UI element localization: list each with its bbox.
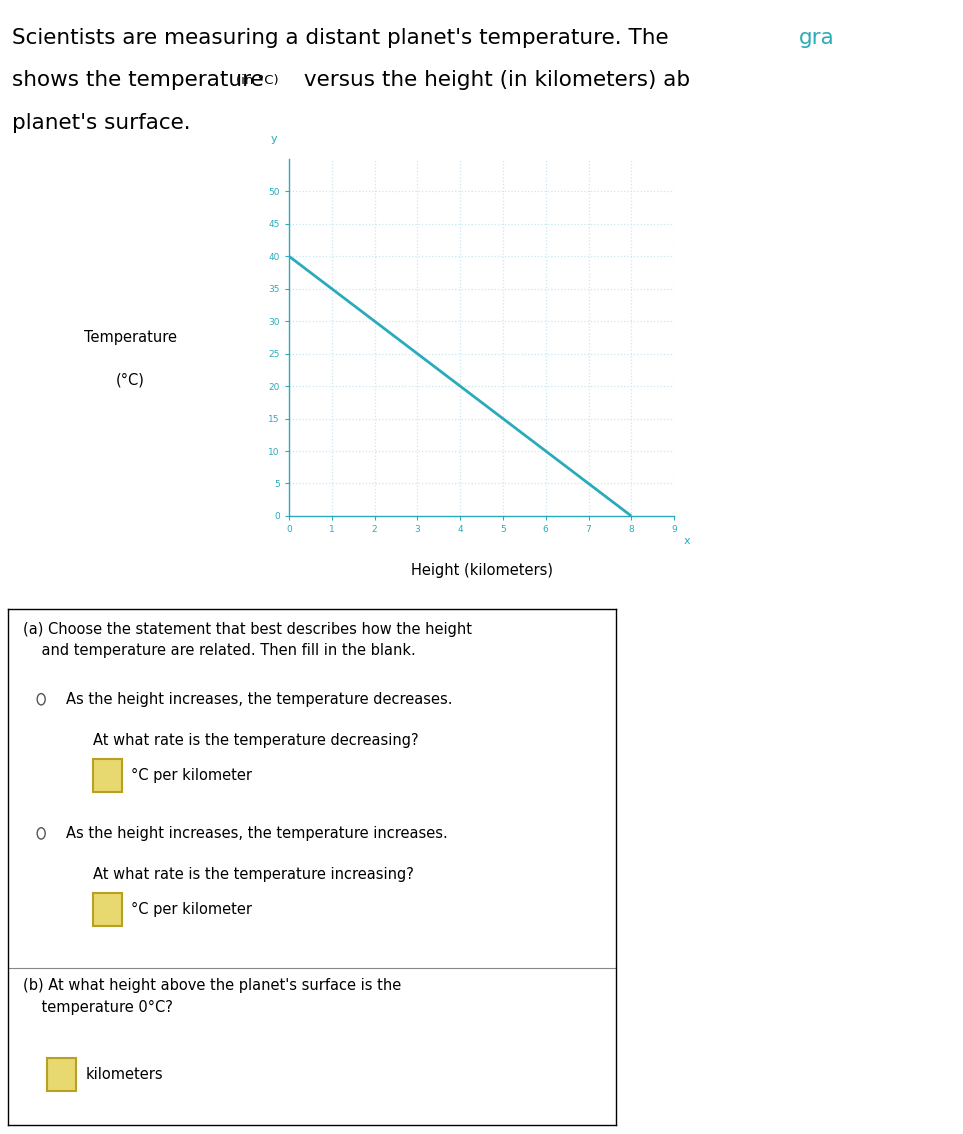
FancyBboxPatch shape	[92, 759, 122, 793]
Text: (°C): (°C)	[116, 373, 144, 388]
Text: (b) At what height above the planet's surface is the
    temperature 0°C?: (b) At what height above the planet's su…	[23, 978, 402, 1015]
Text: At what rate is the temperature increasing?: At what rate is the temperature increasi…	[92, 868, 414, 882]
Ellipse shape	[38, 828, 45, 839]
Text: kilometers: kilometers	[86, 1067, 164, 1082]
Text: x: x	[684, 536, 690, 545]
Text: As the height increases, the temperature decreases.: As the height increases, the temperature…	[65, 692, 452, 706]
FancyBboxPatch shape	[92, 892, 122, 926]
FancyBboxPatch shape	[47, 1058, 76, 1091]
Text: (in °C): (in °C)	[236, 74, 278, 86]
Text: Height (kilometers): Height (kilometers)	[410, 562, 553, 578]
Text: As the height increases, the temperature increases.: As the height increases, the temperature…	[65, 826, 447, 841]
Text: At what rate is the temperature decreasing?: At what rate is the temperature decreasi…	[92, 733, 419, 748]
Ellipse shape	[38, 694, 45, 705]
Text: gra: gra	[799, 28, 835, 49]
Text: °C per kilometer: °C per kilometer	[131, 902, 252, 917]
Text: versus the height (in kilometers) ab: versus the height (in kilometers) ab	[297, 70, 690, 91]
Text: Scientists are measuring a distant planet's temperature. The: Scientists are measuring a distant plane…	[12, 28, 675, 49]
Text: (a) Choose the statement that best describes how the height
    and temperature : (a) Choose the statement that best descr…	[23, 621, 472, 659]
Text: Temperature: Temperature	[84, 330, 176, 345]
Text: planet's surface.: planet's surface.	[12, 113, 190, 134]
Text: °C per kilometer: °C per kilometer	[131, 768, 252, 782]
Text: y: y	[271, 135, 276, 144]
Text: shows the temperature: shows the temperature	[12, 70, 271, 91]
